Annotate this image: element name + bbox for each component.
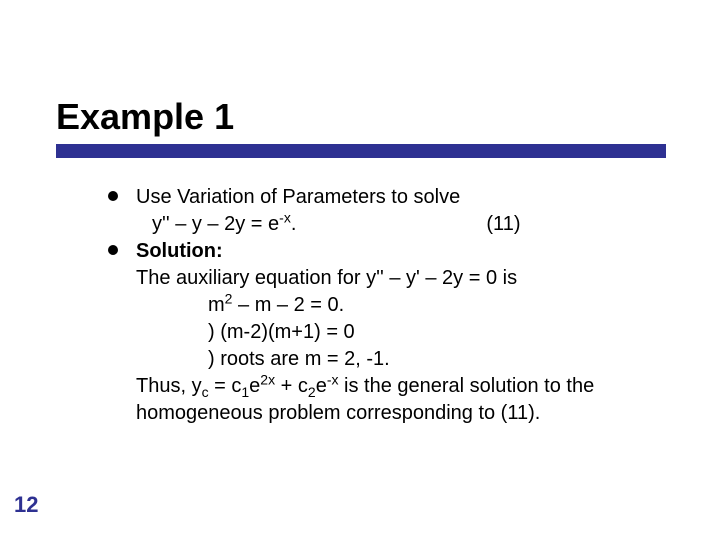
bullet-2-line2: m2 – m – 2 = 0. (108, 292, 668, 319)
gs-sub3: 2 (308, 384, 316, 400)
slide-title: Example 1 (56, 96, 234, 138)
gs-sub1: c (202, 384, 209, 400)
bullet-2: Solution: (108, 238, 668, 265)
gs-d: + c (275, 375, 308, 397)
title-section: Example 1 (56, 96, 234, 138)
bullet-2-line4: ) roots are m = 2, -1. (108, 346, 668, 373)
slide: Example 1 Use Variation of Parameters to… (0, 0, 720, 540)
title-underline (56, 144, 666, 158)
gs-sup2: -x (327, 371, 339, 387)
equation-text: y'' – y – 2y = e-x. (152, 211, 296, 238)
gs-a: Thus, y (136, 375, 202, 397)
gs-f: is the general solution to the (338, 375, 594, 397)
bullet-2-line6: homogeneous problem corresponding to (11… (108, 400, 668, 427)
bullet-2-line1: The auxiliary equation for y'' – y' – 2y… (108, 265, 668, 292)
gs-sub2: 1 (241, 384, 249, 400)
page-number: 12 (14, 492, 38, 518)
m-text: m (208, 294, 225, 316)
homogeneous-line: homogeneous problem corresponding to (11… (136, 402, 540, 424)
bullet-2-line5: Thus, yc = c1e2x + c2e-x is the general … (108, 373, 668, 400)
roots-line: ) roots are m = 2, -1. (208, 348, 390, 370)
bullet-icon (108, 245, 118, 255)
factor-line: ) (m-2)(m+1) = 0 (208, 321, 355, 343)
bullet-icon (108, 191, 118, 201)
bullet-1: Use Variation of Parameters to solve (108, 184, 668, 211)
equation-body: y'' – y – 2y = e (152, 213, 279, 235)
gs-e: e (316, 375, 327, 397)
bullet-2-line3: ) (m-2)(m+1) = 0 (108, 319, 668, 346)
gs-sup1: 2x (260, 371, 275, 387)
gs-c: e (249, 375, 260, 397)
bullet-1-line1: Use Variation of Parameters to solve (136, 186, 460, 208)
aux-equation-intro: The auxiliary equation for y'' – y' – 2y… (136, 267, 517, 289)
gs-b: = c (209, 375, 242, 397)
equation-period: . (291, 213, 297, 235)
equation-number: (11) (486, 211, 520, 238)
solution-label: Solution: (136, 240, 223, 262)
equation-sup: -x (279, 209, 291, 225)
bullet-1-equation-row: y'' – y – 2y = e-x. (11) (108, 211, 668, 238)
m-rest: – m – 2 = 0. (232, 294, 344, 316)
general-solution-line: Thus, yc = c1e2x + c2e-x is the general … (136, 375, 594, 397)
content-body: Use Variation of Parameters to solve y''… (108, 184, 668, 427)
